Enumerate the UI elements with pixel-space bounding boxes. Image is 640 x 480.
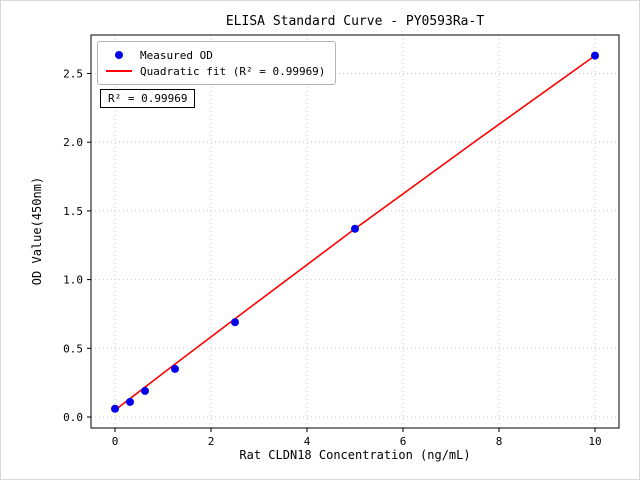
y-tick-label: 2.5 xyxy=(63,67,83,80)
legend-swatch-cell xyxy=(106,70,132,72)
axis-ticks: 0 2 4 6 8 10 0.0 0.5 1.0 1.5 2.0 2.5 xyxy=(63,67,602,448)
y-tick-label: 0.5 xyxy=(63,342,83,355)
y-axis-label: OD Value(450nm) xyxy=(30,176,44,286)
y-tick-label: 0.0 xyxy=(63,411,83,424)
x-axis-label: Rat CLDN18 Concentration (ng/mL) xyxy=(239,448,471,462)
chart-legend: Measured OD Quadratic fit (R² = 0.99969) xyxy=(97,41,337,85)
y-tick-label: 1.5 xyxy=(63,205,83,218)
plot-border xyxy=(90,34,620,429)
legend-swatch-cell xyxy=(106,51,132,59)
data-point xyxy=(351,224,359,233)
data-point xyxy=(591,51,599,60)
data-point xyxy=(141,386,149,395)
legend-label-fit: Quadratic fit (R² = 0.99969) xyxy=(140,64,326,78)
legend-marker-dot xyxy=(115,51,123,59)
legend-item-measured-od: Measured OD xyxy=(106,47,325,63)
x-tick-label: 4 xyxy=(304,435,311,448)
x-tick-label: 2 xyxy=(208,435,215,448)
r-squared-annotation: R² = 0.99969 xyxy=(100,89,196,108)
chart-title: ELISA Standard Curve - PY0593Ra-T xyxy=(225,14,485,29)
x-tick-label: 10 xyxy=(588,435,601,448)
x-tick-label: 0 xyxy=(112,435,119,448)
x-tick-label: 6 xyxy=(400,435,407,448)
fit-line xyxy=(114,54,596,411)
data-point xyxy=(231,318,239,327)
legend-label-measured: Measured OD xyxy=(140,48,213,62)
data-point xyxy=(171,364,179,373)
legend-marker-line xyxy=(106,70,132,72)
data-point xyxy=(126,397,134,406)
grid-lines xyxy=(91,35,619,428)
data-point xyxy=(111,404,119,413)
y-tick-label: 1.0 xyxy=(63,274,83,287)
y-tick-label: 2.0 xyxy=(63,136,83,149)
legend-item-quadratic-fit: Quadratic fit (R² = 0.99969) xyxy=(106,63,325,79)
data-points xyxy=(111,51,599,413)
x-tick-label: 8 xyxy=(496,435,503,448)
